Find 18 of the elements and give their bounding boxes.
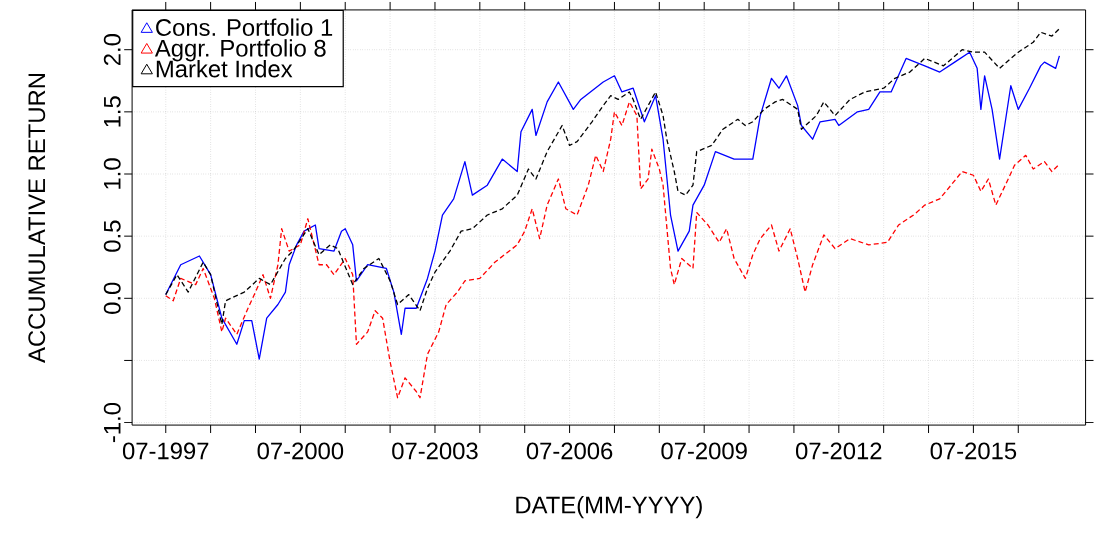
y-tick-label: 0.5 (103, 220, 121, 252)
legend-label: Market Index (156, 59, 293, 78)
x-tick-label: 07-2006 (526, 442, 613, 460)
y-axis-title: ACCUMULATIVE RETURN (28, 73, 46, 363)
x-tick-label: 07-1997 (122, 442, 209, 460)
line-series (165, 101, 1061, 399)
x-tick-label: 07-2003 (392, 442, 478, 460)
x-tick-label: 07-2000 (257, 442, 344, 460)
x-tick-label: 07-2009 (661, 442, 747, 460)
legend-label: Cons. Portfolio 1 (156, 18, 333, 36)
y-tick-label: 1.0 (103, 158, 121, 189)
x-tick-label: 07-2012 (795, 442, 882, 460)
x-axis-title: DATE(MM-YYYY) (516, 495, 702, 519)
y-tick-label: -1.0 (103, 402, 121, 442)
x-tick-label: 07-2015 (930, 442, 1017, 460)
y-tick-label: 1.5 (104, 96, 121, 127)
y-tick-label: 0.0 (103, 282, 121, 314)
y-tick-label: 2.0 (103, 33, 121, 65)
